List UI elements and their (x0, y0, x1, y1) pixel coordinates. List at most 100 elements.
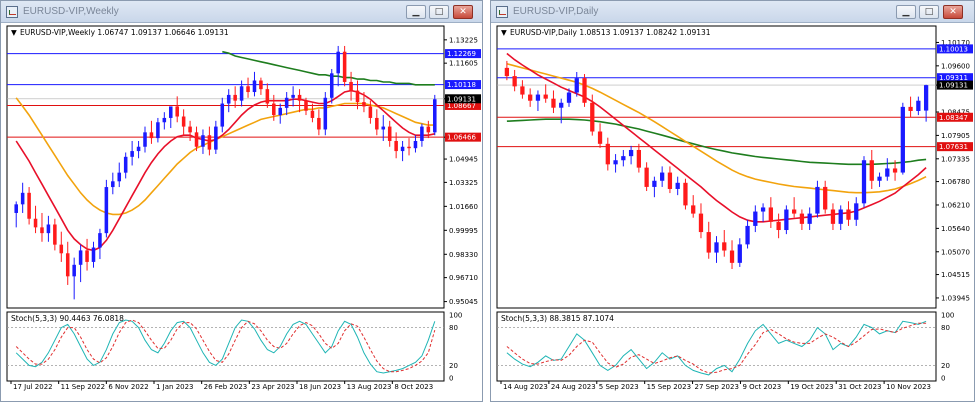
candle-body (207, 135, 212, 150)
candle-body (413, 140, 418, 149)
price-tick-label: 1.11605 (449, 60, 478, 68)
candle-body (342, 51, 347, 82)
candle-body (923, 85, 929, 111)
candle-body (807, 213, 812, 224)
level-price-tag (445, 132, 481, 142)
price-tick-label: 1.03945 (941, 294, 970, 302)
candle-body (59, 244, 64, 254)
ma-green-line (506, 118, 927, 166)
chart-header-ohlc: EURUSD-VIP,Daily 1.08513 1.09137 1.08242… (510, 28, 711, 37)
minimize-button[interactable]: ▁ (896, 5, 916, 19)
time-tick-label: 26 Feb 2023 (204, 383, 248, 391)
time-tick-label: 1 Jan 2023 (156, 383, 194, 391)
time-tick-label: 9 Oct 2023 (742, 383, 781, 391)
candle-body (861, 160, 867, 204)
price-tick-label: 1.07335 (941, 155, 970, 163)
candle-body (574, 78, 579, 93)
weekly-window-title: EURUSD-VIP,Weekly (23, 6, 119, 17)
minimize-button[interactable]: ▁ (406, 5, 426, 19)
maximize-button[interactable]: □ (429, 5, 449, 19)
candle-body (349, 81, 353, 91)
candle-body (136, 146, 141, 152)
stoch-tick-label: 0 (941, 375, 945, 383)
candle-body (768, 207, 773, 222)
candle-body (504, 67, 510, 77)
stoch-tick-label: 20 (449, 362, 458, 370)
maximize-icon: □ (924, 7, 934, 17)
candle-body (691, 205, 696, 214)
candle-body (72, 264, 76, 277)
candle-body (220, 103, 225, 127)
candle-body (194, 132, 199, 147)
candle-body (846, 209, 851, 220)
candle-body (175, 106, 179, 117)
candle-body (291, 94, 295, 98)
candle-body (265, 89, 270, 104)
level-price-label: 1.10013 (939, 45, 968, 53)
close-button[interactable]: ✕ (453, 5, 473, 19)
price-tick-label: 1.03325 (449, 179, 478, 187)
maximize-button[interactable]: □ (919, 5, 939, 19)
candle-body (559, 102, 564, 108)
candle-body (877, 176, 882, 181)
chart-window-icon (496, 6, 508, 18)
weekly-chart-canvas[interactable]: 1.13225 1.11605 1.09131 1.06466 1.04945 1.033… (1, 23, 482, 401)
candle-body (433, 99, 437, 133)
candle-body (582, 78, 587, 103)
current-price-label: 1.09131 (447, 95, 476, 103)
candle-body (528, 94, 533, 101)
price-tick-label: 1.04945 (449, 156, 478, 164)
candle-body (660, 172, 665, 181)
stoch-tick-label: 100 (449, 312, 462, 320)
level-price-tag (445, 100, 481, 110)
candle-body (799, 213, 805, 224)
candle-body (304, 100, 308, 111)
stoch-tick-label: 80 (449, 324, 458, 332)
stoch-label: Stoch(5,3,3) 90.4463 76.0818 (11, 314, 124, 323)
candle-body (284, 97, 289, 108)
daily-title-bar[interactable]: EURUSD-VIP,Daily ▁ □ ✕ (491, 1, 974, 23)
candle-body (628, 149, 634, 157)
candle-body (737, 244, 742, 263)
time-tick-label: 8 Oct 2023 (394, 383, 433, 391)
price-tick-label: 1.06780 (941, 178, 970, 186)
daily-chart-canvas[interactable]: 1.10170 1.09600 1.09131 1.08475 1.07905 1.073… (491, 23, 974, 401)
time-tick-label: 6 Nov 2022 (108, 383, 148, 391)
candle-body (149, 132, 154, 139)
candle-body (188, 126, 192, 133)
price-tick-label: 0.98330 (449, 251, 478, 259)
chart-header-ohlc: EURUSD-VIP,Weekly 1.06747 1.09137 1.0664… (20, 28, 229, 37)
candle-body (46, 224, 51, 234)
weekly-title-bar[interactable]: EURUSD-VIP,Weekly ▁ □ ✕ (1, 1, 482, 23)
candle-body (597, 131, 603, 144)
candle-body (838, 209, 843, 224)
level-price-tag (445, 49, 481, 59)
candle-body (20, 192, 25, 205)
candle-body (111, 181, 115, 188)
candle-body (722, 242, 727, 251)
price-tick-label: 1.06210 (941, 201, 970, 209)
daily-chart-window: EURUSD-VIP,Daily ▁ □ ✕ 1.10170 1.09600 1.0… (490, 0, 975, 402)
candle-body (98, 233, 102, 248)
candle-body (885, 168, 890, 177)
minimize-icon: ▁ (902, 7, 910, 17)
candle-body (162, 117, 167, 123)
time-tick-label: 10 Nov 2023 (886, 383, 931, 391)
candle-body (729, 250, 735, 263)
close-button[interactable]: ✕ (943, 5, 963, 19)
stoch-tick-label: 20 (941, 362, 950, 370)
candle-body (714, 242, 719, 253)
minimize-icon: ▁ (412, 7, 420, 17)
price-tick-label: 1.05640 (941, 225, 970, 233)
candle-body (239, 86, 244, 101)
candle-body (512, 76, 517, 87)
level-price-label: 1.10118 (447, 81, 476, 89)
candle-body (117, 172, 122, 182)
price-tick-label: 1.01660 (449, 203, 478, 211)
candle-body (14, 204, 18, 213)
current-price-label: 1.09131 (939, 82, 968, 90)
level-price-label: 1.08347 (939, 114, 968, 122)
candle-body (355, 90, 360, 103)
candle-body (362, 102, 366, 107)
candle-body (201, 135, 205, 147)
